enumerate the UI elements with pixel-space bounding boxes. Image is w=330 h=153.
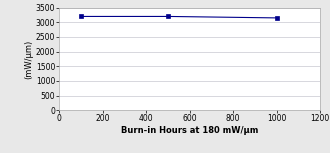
Y-axis label: (mW/μm): (mW/μm) — [24, 39, 33, 78]
X-axis label: Burn-in Hours at 180 mW/μm: Burn-in Hours at 180 mW/μm — [121, 126, 258, 135]
